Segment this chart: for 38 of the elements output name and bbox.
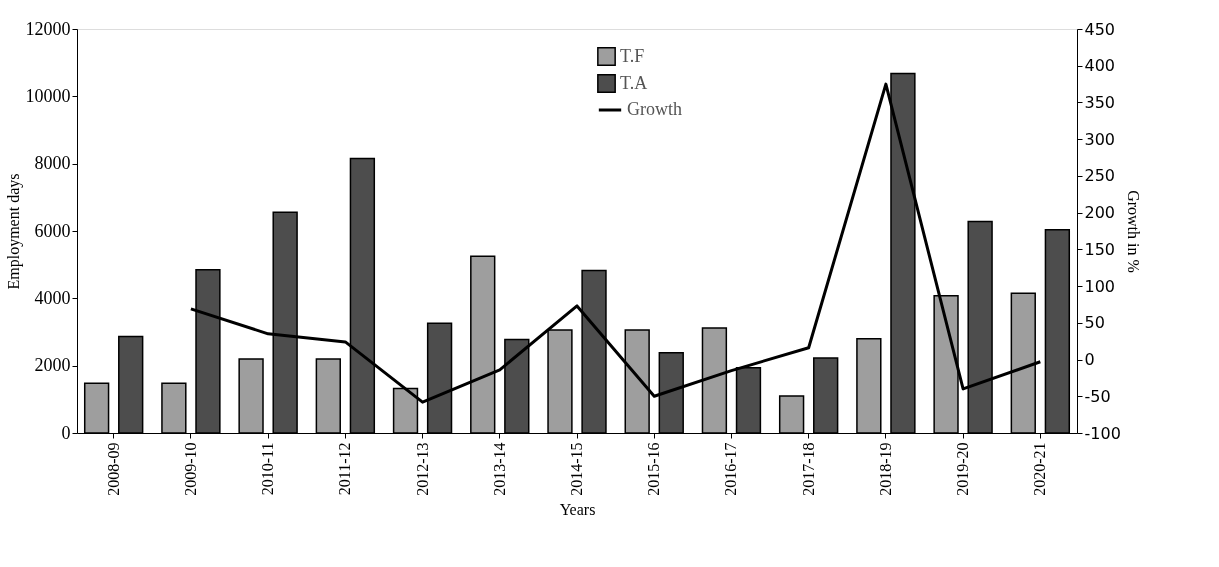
- y2-tick-label: 400: [1084, 56, 1116, 76]
- x-tick-label: 2013-14: [490, 442, 508, 496]
- x-tick-label: 2019-20: [954, 442, 972, 496]
- x-tick-label: 2008-09: [104, 442, 122, 496]
- y2-tick-label: 300: [1084, 129, 1116, 149]
- legend-label: Growth: [627, 99, 682, 119]
- y2-tick-label: 200: [1084, 203, 1116, 223]
- x-tick-label: 2010-11: [259, 442, 277, 496]
- y2-tick-label: 50: [1084, 313, 1105, 333]
- y2-tick-label: 450: [1084, 19, 1116, 39]
- y2-tick-label: 350: [1084, 92, 1116, 112]
- x-tick-label: 2017-18: [799, 442, 817, 496]
- y2-tick-label: -100: [1084, 423, 1121, 443]
- x-tick-label: 2020-21: [1031, 442, 1049, 496]
- y-tick-label: 2000: [34, 355, 71, 376]
- y-tick-label: 6000: [34, 220, 71, 241]
- y2-tick-label: -50: [1084, 386, 1111, 406]
- y-tick-label: 12000: [25, 18, 71, 39]
- x-tick-label: 2016-17: [722, 442, 740, 496]
- x-tick-label: 2018-19: [876, 442, 894, 496]
- y-tick-label: 0: [61, 422, 71, 443]
- x-tick-label: 2011-12: [336, 442, 354, 496]
- y-tick-label: 8000: [34, 153, 71, 174]
- y-tick-label: 4000: [34, 287, 71, 308]
- x-tick-label: 2014-15: [568, 442, 585, 496]
- legend-label: T.F: [620, 45, 645, 66]
- x-tick-label: 2015-16: [645, 442, 663, 496]
- x-tick-label: 2012-13: [413, 442, 431, 496]
- x-tick-label: 2009-10: [181, 442, 199, 496]
- y2-tick-label: 100: [1084, 276, 1116, 296]
- y2-axis-title: Growth in %: [1124, 190, 1142, 273]
- x-axis-title: Years: [559, 500, 596, 518]
- y2-tick-label: 0: [1084, 350, 1095, 370]
- y-axis-title: Employment days: [4, 173, 23, 290]
- y-tick-label: 10000: [25, 85, 71, 106]
- y2-tick-label: 150: [1084, 239, 1116, 259]
- legend-label: T.A: [620, 72, 648, 93]
- y2-tick-label: 250: [1084, 166, 1116, 186]
